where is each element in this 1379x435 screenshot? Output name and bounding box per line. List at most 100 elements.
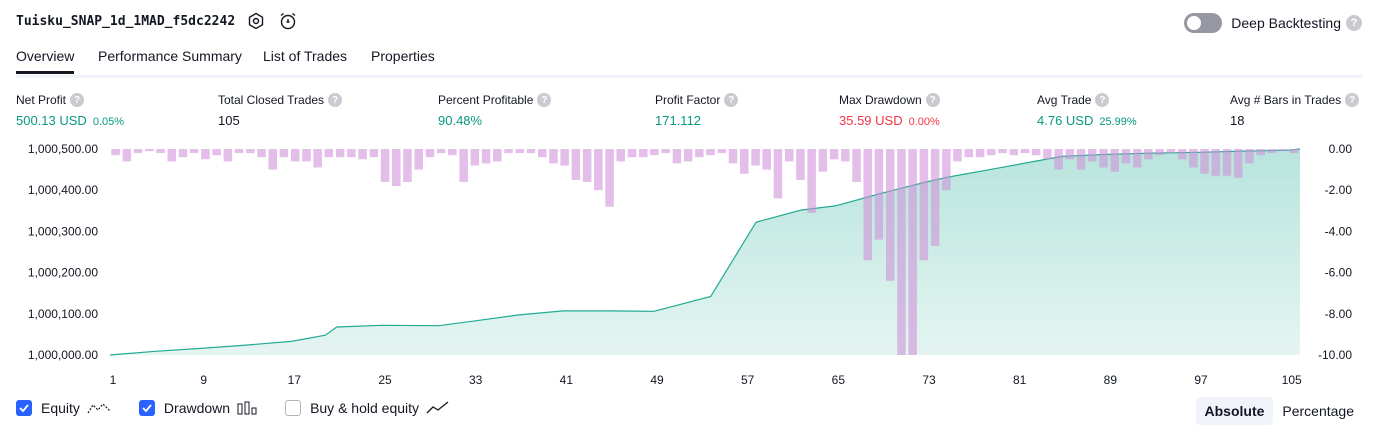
drawdown-bar <box>1155 149 1164 156</box>
metric-avg-bars-in-trades: Avg # Bars in Trades? 18 <box>1230 93 1360 128</box>
drawdown-bar <box>829 149 839 160</box>
drawdown-bar <box>515 149 524 154</box>
info-icon[interactable]: ? <box>724 93 739 107</box>
left-axis-tick-label: 1,000,200.00 <box>28 266 98 280</box>
left-axis-tick-label: 1,000,500.00 <box>28 142 98 156</box>
drawdown-bar <box>324 149 334 158</box>
metric-percent-profitable: Percent Profitable? 90.48% <box>438 93 552 128</box>
drawdown-bar <box>178 149 188 158</box>
settings-icon[interactable] <box>245 10 267 32</box>
help-icon[interactable]: ? <box>1346 15 1362 31</box>
deep-backtesting-toggle[interactable] <box>1184 13 1223 33</box>
right-axis-tick-label: 0.00 <box>1329 142 1353 156</box>
metric-label: Percent Profitable <box>438 93 534 107</box>
info-icon[interactable]: ? <box>537 93 552 107</box>
metric-value: 4.76 USD <box>1037 113 1094 128</box>
drawdown-bar <box>111 149 120 156</box>
drawdown-bar <box>380 149 390 182</box>
drawdown-bar <box>347 149 356 158</box>
drawdown-bar <box>1256 149 1265 156</box>
drawdown-bar <box>1020 149 1030 154</box>
series-legend: Equity Drawdown Buy & hold equity <box>16 400 478 416</box>
drawdown-bar <box>560 149 569 166</box>
drawdown-bar <box>358 149 367 160</box>
drawdown-bar <box>459 149 468 182</box>
drawdown-bar <box>807 149 816 213</box>
equity-label: Equity <box>41 400 80 416</box>
metric-label: Net Profit <box>16 93 67 107</box>
strategy-name: Tuisku_SNAP_1d_1MAD_f5dc2242 <box>16 13 236 29</box>
drawdown-bar <box>695 149 704 158</box>
drawdown-bar <box>279 149 289 158</box>
info-icon[interactable]: ? <box>328 93 343 107</box>
strategy-header: Tuisku_SNAP_1d_1MAD_f5dc2242 <box>16 10 299 32</box>
drawdown-bar <box>212 149 221 156</box>
deep-backtesting: Deep Backtesting ? <box>1184 13 1362 33</box>
drawdown-bar <box>1088 149 1097 162</box>
buy-hold-checkbox[interactable]: Buy & hold equity <box>285 400 450 416</box>
drawdown-bar <box>1031 149 1041 156</box>
info-icon[interactable]: ? <box>1095 93 1110 107</box>
tab-list-of-trades[interactable]: List of Trades <box>263 48 348 64</box>
drawdown-bar <box>874 149 884 240</box>
metric-value: 500.13 USD <box>16 113 87 128</box>
absolute-button[interactable]: Absolute <box>1195 397 1274 425</box>
metric-label: Avg # Bars in Trades <box>1230 93 1342 107</box>
equity-drawdown-chart[interactable]: 1,000,500.00 1,000,400.00 1,000,300.00 1,00… <box>0 135 1379 390</box>
drawdown-bar <box>392 149 401 187</box>
drawdown-bar <box>1267 149 1277 154</box>
drawdown-bar <box>751 149 760 166</box>
drawdown-bar <box>627 149 637 158</box>
info-icon[interactable]: ? <box>925 93 940 107</box>
drawdown-bar <box>425 149 435 158</box>
drawdown-bar <box>852 149 861 182</box>
drawdown-bar <box>538 149 547 158</box>
drawdown-bar <box>1009 149 1018 156</box>
drawdown-bar <box>526 149 536 154</box>
tab-overview[interactable]: Overview <box>16 48 75 74</box>
tab-performance-summary[interactable]: Performance Summary <box>98 48 242 64</box>
checkbox-unchecked-icon[interactable] <box>285 400 302 416</box>
drawdown-bar <box>504 149 513 154</box>
drawdown-bars-icon <box>237 401 257 415</box>
drawdown-bar <box>145 149 154 152</box>
checkbox-checked-icon[interactable] <box>16 400 32 416</box>
metric-value: 105 <box>218 113 240 128</box>
checkbox-checked-icon[interactable] <box>138 400 155 416</box>
drawdown-bar <box>156 149 165 154</box>
drawdown-bar <box>964 149 974 158</box>
drawdown-bar <box>796 149 805 180</box>
drawdown-bar <box>470 149 480 166</box>
drawdown-bar <box>1110 149 1119 172</box>
tab-properties[interactable]: Properties <box>371 48 435 64</box>
drawdown-bar <box>717 149 727 154</box>
left-axis-tick-label: 1,000,100.00 <box>28 307 98 321</box>
info-icon[interactable]: ? <box>70 93 85 107</box>
drawdown-bar <box>1054 149 1063 170</box>
drawdown-bar <box>650 149 659 156</box>
x-axis-tick-label: 33 <box>469 373 483 387</box>
drawdown-bar <box>998 149 1007 154</box>
metric-label: Profit Factor <box>655 93 721 107</box>
drawdown-bar <box>313 149 322 168</box>
drawdown-bar <box>908 149 917 355</box>
metric-profit-factor: Profit Factor? 171.112 <box>655 93 739 128</box>
x-axis-tick-label: 17 <box>288 373 302 387</box>
metric-value: 35.59 USD <box>839 113 903 128</box>
metric-total-closed-trades: Total Closed Trades? 105 <box>218 93 343 128</box>
x-axis-tick-label: 73 <box>922 373 936 387</box>
drawdown-bar <box>189 149 199 154</box>
drawdown-bar <box>942 149 951 191</box>
percentage-button[interactable]: Percentage <box>1282 403 1354 419</box>
drawdown-bar <box>257 149 266 158</box>
info-icon[interactable]: ? <box>1345 93 1360 107</box>
right-axis-tick-label: -10.00 <box>1318 348 1352 362</box>
add-alert-icon[interactable] <box>277 10 299 32</box>
drawdown-bar <box>683 149 693 162</box>
equity-line-icon <box>87 401 111 415</box>
equity-checkbox[interactable]: Equity <box>16 400 111 416</box>
metric-value: 90.48% <box>438 113 483 128</box>
x-axis-tick-label: 9 <box>200 373 207 387</box>
scale-mode-switch: Absolute Percentage <box>1195 397 1364 425</box>
drawdown-checkbox[interactable]: Drawdown <box>138 400 257 416</box>
